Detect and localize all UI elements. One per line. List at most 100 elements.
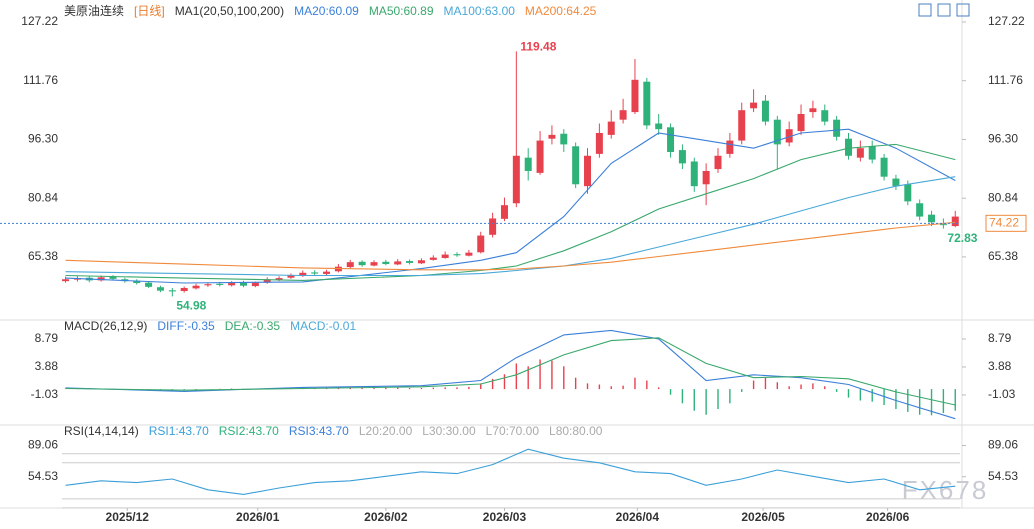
y-tick-label: 80.84 xyxy=(988,190,1018,204)
candle-body xyxy=(346,262,354,268)
candle-body xyxy=(856,148,864,158)
candle-body xyxy=(584,155,592,187)
toolbar[interactable] xyxy=(918,3,970,17)
tool-icon[interactable] xyxy=(956,3,970,17)
candle-body xyxy=(880,157,888,177)
candle-body xyxy=(548,134,556,139)
y-tick-label: -1.03 xyxy=(31,387,59,401)
candle-body xyxy=(928,214,936,223)
legend-entry: MACD:-0.01 xyxy=(290,319,356,333)
legend-entry: L70:70.00 xyxy=(486,424,540,438)
candle-body xyxy=(406,261,414,263)
tool-icon[interactable] xyxy=(937,3,951,17)
last-price-box xyxy=(985,214,1027,232)
tool-icon[interactable] xyxy=(918,3,932,17)
candle-body xyxy=(844,138,852,156)
y-tick-label: 127.22 xyxy=(21,14,58,28)
candle-body xyxy=(251,282,259,287)
candle-body xyxy=(524,157,532,171)
candle-body xyxy=(453,254,461,256)
candle-body xyxy=(323,271,331,274)
candle-body xyxy=(394,261,402,265)
candle-body xyxy=(951,216,959,227)
x-tick-label: 2025/12 xyxy=(106,510,150,524)
candle-body xyxy=(358,261,366,266)
legend-entry: [日线] xyxy=(134,4,165,18)
candle-body xyxy=(97,277,105,281)
watermark: FX678 xyxy=(902,475,989,505)
legend-entry: MA20:60.09 xyxy=(294,4,359,18)
series-line xyxy=(65,176,956,277)
x-tick-label: 2026/03 xyxy=(483,510,527,524)
candle-body xyxy=(916,203,924,217)
candle-body xyxy=(299,272,307,276)
candle-body xyxy=(180,287,188,292)
candle-body xyxy=(821,110,829,122)
y-tick-label: 89.06 xyxy=(28,438,58,452)
candle-body xyxy=(204,284,212,286)
x-tick-label: 2026/06 xyxy=(866,510,910,524)
y-tick-label: 8.79 xyxy=(35,331,59,345)
candle-body xyxy=(429,257,437,260)
candle-body xyxy=(726,140,734,154)
candle-body xyxy=(156,287,164,291)
candle-body xyxy=(655,123,663,130)
last-price-label: 74.22 xyxy=(989,216,1019,230)
candle-body xyxy=(595,132,603,154)
candle-body xyxy=(465,252,473,256)
candle-body xyxy=(761,100,769,122)
candle-body xyxy=(631,79,639,113)
legend-entry: RSI2:43.70 xyxy=(219,424,279,438)
legend-entry: MA50:60.89 xyxy=(369,4,434,18)
y-tick-label: 89.06 xyxy=(988,438,1018,452)
candle-body xyxy=(109,276,117,279)
annotation: 54.98 xyxy=(176,299,206,313)
legend-entry: RSI3:43.70 xyxy=(289,424,349,438)
candle-body xyxy=(643,81,651,126)
y-tick-label: 8.79 xyxy=(988,331,1012,345)
candle-body xyxy=(560,133,568,145)
x-tick-label: 2026/05 xyxy=(741,510,785,524)
y-tick-label: 111.76 xyxy=(988,73,1023,87)
legend-entry: RSI1:43.70 xyxy=(149,424,209,438)
legend-entry: DIFF:-0.35 xyxy=(157,319,215,333)
candle-body xyxy=(441,254,449,258)
series-line xyxy=(65,329,956,420)
y-tick-label: 111.76 xyxy=(23,73,58,87)
legend-entry: RSI(14,14,14) xyxy=(64,424,139,438)
y-tick-label: 80.84 xyxy=(28,190,58,204)
candle-body xyxy=(572,146,580,185)
candle-body xyxy=(228,283,236,286)
candle-body xyxy=(370,262,378,266)
series-line xyxy=(65,448,956,495)
candle-body xyxy=(477,235,485,253)
series-line xyxy=(65,143,956,281)
candle-body xyxy=(809,108,817,113)
candle-body xyxy=(417,260,425,264)
y-tick-label: 65.38 xyxy=(988,249,1018,263)
x-tick-label: 2026/02 xyxy=(364,510,408,524)
candle-body xyxy=(892,178,900,187)
legend-entry: MA200:64.25 xyxy=(525,4,597,18)
y-tick-label: 3.88 xyxy=(35,359,59,373)
y-tick-label: 96.30 xyxy=(28,132,58,146)
candle-body xyxy=(750,102,758,109)
candle-body xyxy=(667,127,675,152)
candle-body xyxy=(868,146,876,160)
y-tick-label: -1.03 xyxy=(988,387,1016,401)
legend-entry: MA100:63.00 xyxy=(444,4,516,18)
candle-body xyxy=(512,155,520,204)
candle-body xyxy=(168,290,176,292)
legend-entry: 美原油连续 xyxy=(64,3,124,18)
candle-body xyxy=(287,275,295,278)
candle-body xyxy=(500,205,508,219)
candle-body xyxy=(62,279,70,282)
candle-body xyxy=(904,184,912,202)
y-tick-label: 65.38 xyxy=(28,249,58,263)
candle-body xyxy=(833,119,841,137)
candle-body xyxy=(619,110,627,120)
annotation: 72.83 xyxy=(947,231,977,245)
candle-body xyxy=(311,272,319,274)
candle-body xyxy=(192,285,200,289)
